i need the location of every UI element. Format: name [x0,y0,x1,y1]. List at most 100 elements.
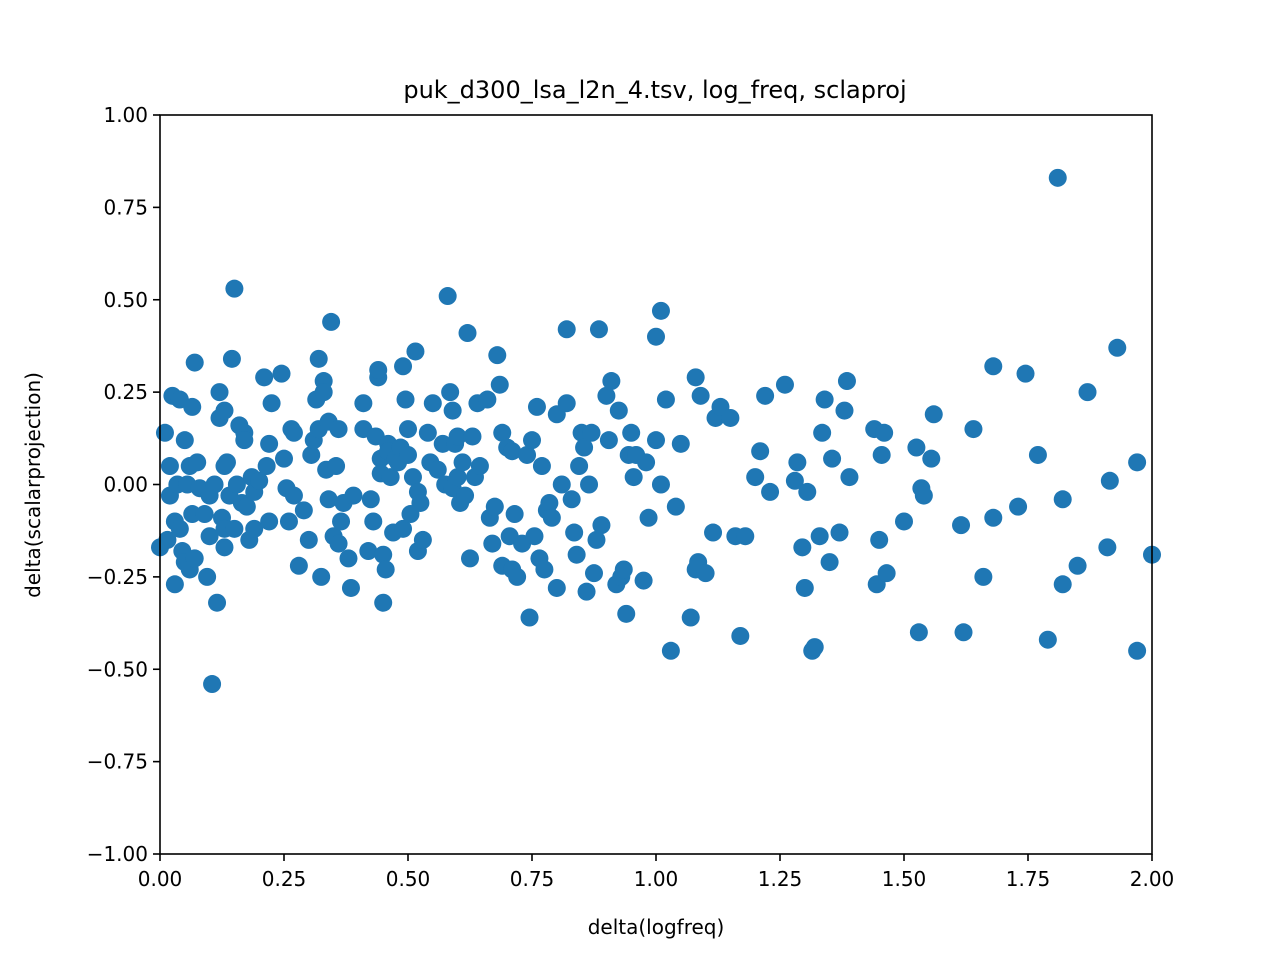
scatter-point [870,530,889,549]
scatter-point [376,560,395,579]
y-tick-label: 0.00 [103,473,148,497]
scatter-point [441,383,460,402]
scatter-point [532,457,551,476]
scatter-point [577,582,596,601]
scatter-point [661,641,680,660]
scatter-point [872,445,891,464]
scatter-point [540,493,559,512]
scatter-point [823,449,842,468]
scatter-point [215,538,234,557]
scatter-point [461,549,479,568]
scatter-point [237,497,256,516]
scatter-point [820,553,839,572]
scatter-point [835,401,854,420]
scatter-point [394,357,413,376]
scatter-point [203,675,222,694]
scatter-point [1053,575,1072,594]
scatter-point [557,320,576,339]
scatter-point [448,427,467,446]
scatter-point [257,457,276,476]
scatter-point [592,516,611,535]
scatter-point [250,471,269,490]
y-tick-label: −0.75 [87,750,148,774]
scatter-point [909,623,928,642]
scatter-point [1128,641,1147,660]
scatter-point [279,512,298,531]
scatter-point [478,390,497,409]
scatter-point [798,482,817,501]
scatter-point [332,512,351,531]
scatter-point [525,527,544,546]
scatter-point [299,530,318,549]
scatter-point [183,397,202,416]
scatter-point [453,453,472,472]
scatter-point [205,475,224,494]
x-tick-label: 1.00 [634,867,679,891]
scatter-point [585,564,603,583]
scatter-point [810,527,829,546]
scatter-point [225,279,244,298]
scatter-point [582,423,601,442]
scatter-point [309,349,328,368]
scatter-point [456,486,475,505]
scatter-point [312,567,331,586]
scatter-point [731,626,750,645]
scatter-point [483,534,502,553]
scatter-point [793,538,812,557]
scatter-point [183,505,202,524]
scatter-point [964,420,983,439]
scatter-point [359,542,378,561]
scatter-point [329,534,348,553]
scatter-point [255,368,274,387]
scatter-point [691,386,710,405]
x-tick-label: 1.50 [882,867,927,891]
scatter-point [589,320,608,339]
scatter-point [609,401,628,420]
scatter-point [443,401,462,420]
scatter-point [217,453,236,472]
scatter-point [488,346,507,365]
scatter-point [634,571,653,590]
scatter-point [411,493,430,512]
scatter-point [830,523,849,542]
scatter-point [639,508,658,527]
scatter-point [413,530,432,549]
y-tick-label: 1.00 [103,103,148,127]
scatter-point [314,383,333,402]
x-tick-label: 0.75 [510,867,555,891]
scatter-point [394,519,413,538]
scatter-point [597,386,616,405]
scatter-point [438,287,457,306]
plot-frame [159,114,1153,855]
scatter-point [599,431,618,450]
scatter-point [170,519,189,538]
x-axis-label: delta(logfreq) [588,915,725,939]
scatter-point [319,490,338,509]
chart-title: puk_d300_lsa_l2n_4.tsv, log_freq, sclapr… [403,76,906,104]
scatter-point [399,445,417,464]
scatter-point [1038,630,1057,649]
x-tick-label: 1.25 [758,867,803,891]
scatter-point [195,505,214,524]
scatter-point [188,453,207,472]
scatter-point [210,383,229,402]
scatter-point [666,497,685,516]
points-layer [151,168,1161,694]
scatter-point [686,368,705,387]
scatter-point [775,375,794,394]
scatter-point [485,497,504,516]
y-tick-label: 0.50 [103,288,148,312]
scatter-point [284,486,303,505]
scatter-point [562,490,581,509]
x-tick-label: 1.75 [1006,867,1051,891]
y-tick-label: 0.75 [103,195,148,219]
scatter-point [617,604,636,623]
scatter-point [406,342,425,361]
scatter-point [493,423,512,442]
scatter-point [463,427,482,446]
scatter-point [361,490,380,509]
scatter-point [339,549,358,568]
scatter-point [369,360,388,379]
y-tick-label: −0.25 [87,565,148,589]
scatter-point [895,512,913,531]
